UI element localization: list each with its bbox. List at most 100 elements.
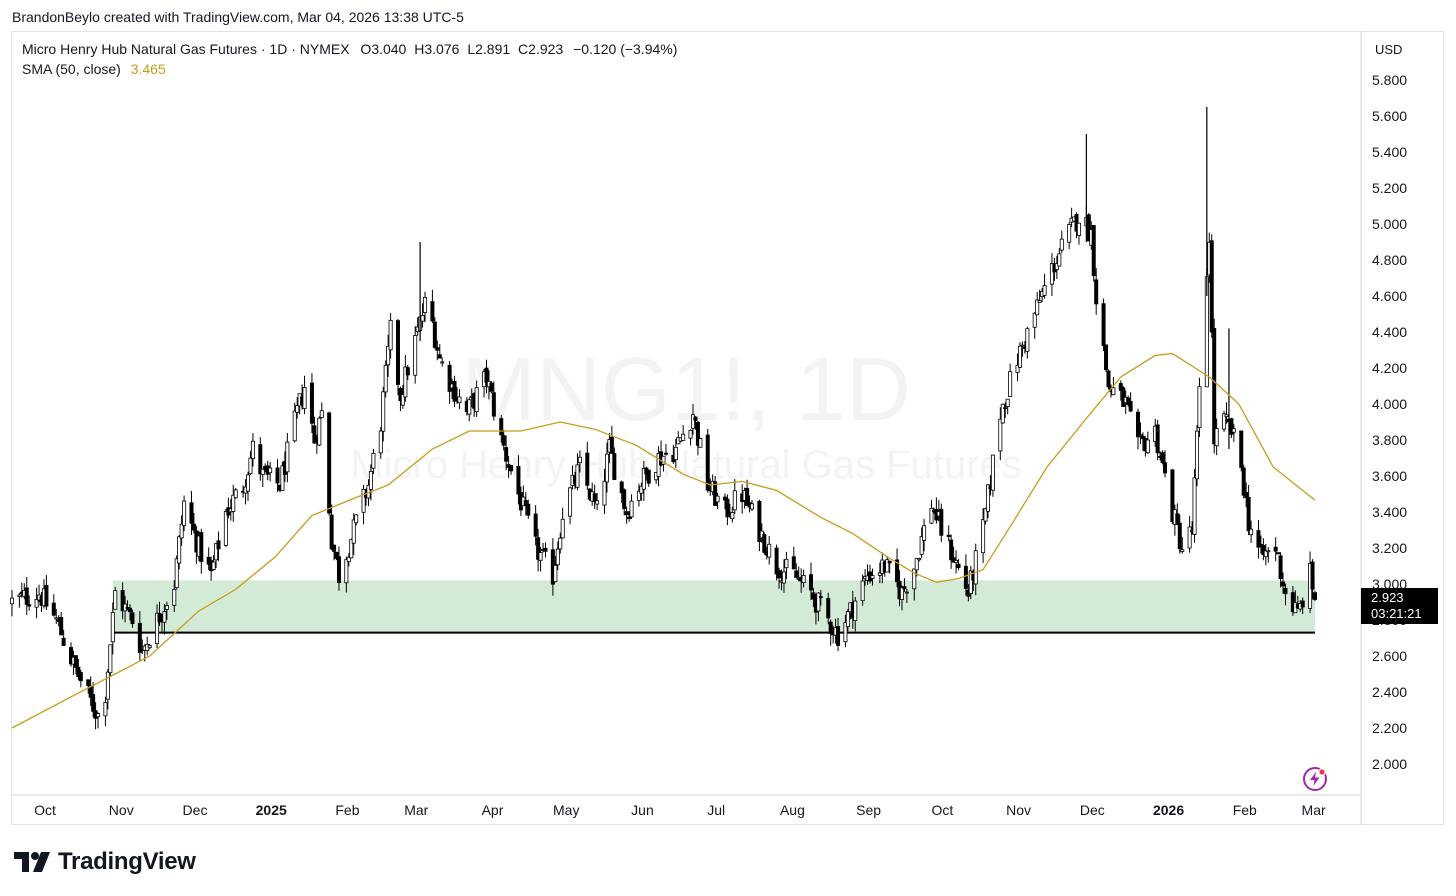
- y-tick-label: 5.600: [1372, 108, 1407, 124]
- candle-body: [592, 493, 597, 502]
- candle-body: [332, 544, 337, 552]
- y-tick-label: 5.000: [1372, 216, 1407, 232]
- candle-body: [784, 558, 789, 569]
- candle-body: [128, 607, 133, 613]
- lightning-icon[interactable]: [1301, 765, 1329, 793]
- candle-body: [452, 380, 457, 402]
- support-zone: [112, 580, 1316, 633]
- candle-body: [378, 430, 383, 454]
- candle-body: [1310, 561, 1315, 590]
- candle-body: [713, 481, 718, 506]
- candle-body: [292, 410, 297, 442]
- candle-body: [629, 500, 634, 518]
- candle-body: [917, 558, 922, 561]
- candle-body: [113, 590, 118, 610]
- candle-body: [280, 465, 285, 491]
- candle-body: [1086, 214, 1091, 242]
- y-tick-label: 4.000: [1372, 396, 1407, 412]
- candle-body: [504, 447, 509, 462]
- candle-body: [211, 561, 216, 570]
- candle-body: [949, 539, 954, 561]
- candle-body: [877, 572, 882, 576]
- candle-body: [757, 500, 762, 543]
- candle-body: [1101, 303, 1106, 346]
- candle-body: [914, 558, 919, 571]
- candle-body: [285, 441, 290, 473]
- candle-body: [191, 523, 196, 531]
- x-tick-label: Feb: [1233, 802, 1257, 818]
- candle-body: [199, 532, 204, 563]
- x-tick-label: Nov: [109, 802, 134, 818]
- candle-body: [705, 434, 710, 491]
- y-tick-label: 3.200: [1372, 540, 1407, 556]
- candle-body: [1313, 592, 1318, 600]
- candle-body: [801, 574, 806, 584]
- candle-body: [295, 405, 300, 413]
- candle-body: [622, 489, 627, 510]
- candle-body: [302, 386, 307, 409]
- y-tick-label: 4.400: [1372, 324, 1407, 340]
- candle-body: [526, 503, 531, 516]
- candle-body: [1229, 418, 1234, 435]
- candle-body: [956, 563, 961, 569]
- candle-body: [250, 440, 255, 460]
- currency-label[interactable]: USD: [1375, 42, 1403, 57]
- high-value: 3.076: [424, 41, 460, 57]
- candle-body: [34, 598, 39, 608]
- candle-body: [939, 508, 944, 536]
- candle-body: [86, 679, 91, 687]
- candle-body: [1209, 240, 1214, 333]
- candle-body: [843, 622, 848, 643]
- candle-body: [388, 319, 393, 351]
- candle-body: [120, 590, 125, 612]
- y-tick-label: 5.800: [1372, 72, 1407, 88]
- y-tick-label: 4.200: [1372, 360, 1407, 376]
- close-value: 2.923: [528, 41, 564, 57]
- candle-body: [1032, 312, 1037, 328]
- candle-body: [231, 494, 236, 512]
- candle-body: [317, 417, 322, 446]
- candle-body: [383, 364, 388, 393]
- indicator-name: SMA (50, close): [22, 61, 121, 77]
- candle-body: [51, 602, 56, 616]
- candle-body: [774, 547, 779, 575]
- candle-body: [233, 489, 238, 499]
- tradingview-logo-icon: [14, 852, 50, 872]
- candle-body: [1067, 224, 1072, 243]
- symbol-legend[interactable]: Micro Henry Hub Natural Gas Futures · 1D…: [22, 41, 677, 57]
- candle-body: [595, 500, 600, 505]
- candle-body: [750, 503, 755, 510]
- x-tick-label: 2025: [256, 802, 287, 818]
- candle-body: [1094, 279, 1099, 305]
- candle-body: [400, 393, 405, 406]
- x-tick-label: Mar: [404, 802, 428, 818]
- candle-body: [484, 367, 489, 383]
- candlestick-series: [9, 206, 1318, 730]
- candle-body: [870, 575, 875, 579]
- candle-body: [745, 487, 750, 506]
- candle-body: [1076, 222, 1081, 236]
- candle-body: [130, 612, 135, 625]
- candle-body: [1163, 462, 1168, 474]
- y-tick-label: 5.400: [1372, 144, 1407, 160]
- x-tick-label: Oct: [932, 802, 954, 818]
- candle-body: [312, 425, 317, 444]
- indicator-legend[interactable]: SMA (50, close) 3.465: [22, 61, 166, 77]
- candle-body: [1283, 587, 1288, 595]
- candle-body: [560, 518, 565, 539]
- candle-body: [963, 565, 968, 589]
- candle-body: [162, 611, 167, 623]
- candle-body: [44, 585, 49, 607]
- y-tick-label: 3.600: [1372, 468, 1407, 484]
- candle-body: [968, 570, 973, 595]
- candle-body: [1003, 407, 1008, 410]
- candle-body: [826, 598, 831, 619]
- candle-body: [319, 410, 324, 418]
- candle-body: [381, 391, 386, 432]
- candle-body: [157, 613, 162, 623]
- candle-body: [981, 519, 986, 554]
- tradingview-logo: TradingView: [14, 848, 196, 876]
- candle-body: [1222, 413, 1227, 430]
- candle-body: [1025, 328, 1030, 352]
